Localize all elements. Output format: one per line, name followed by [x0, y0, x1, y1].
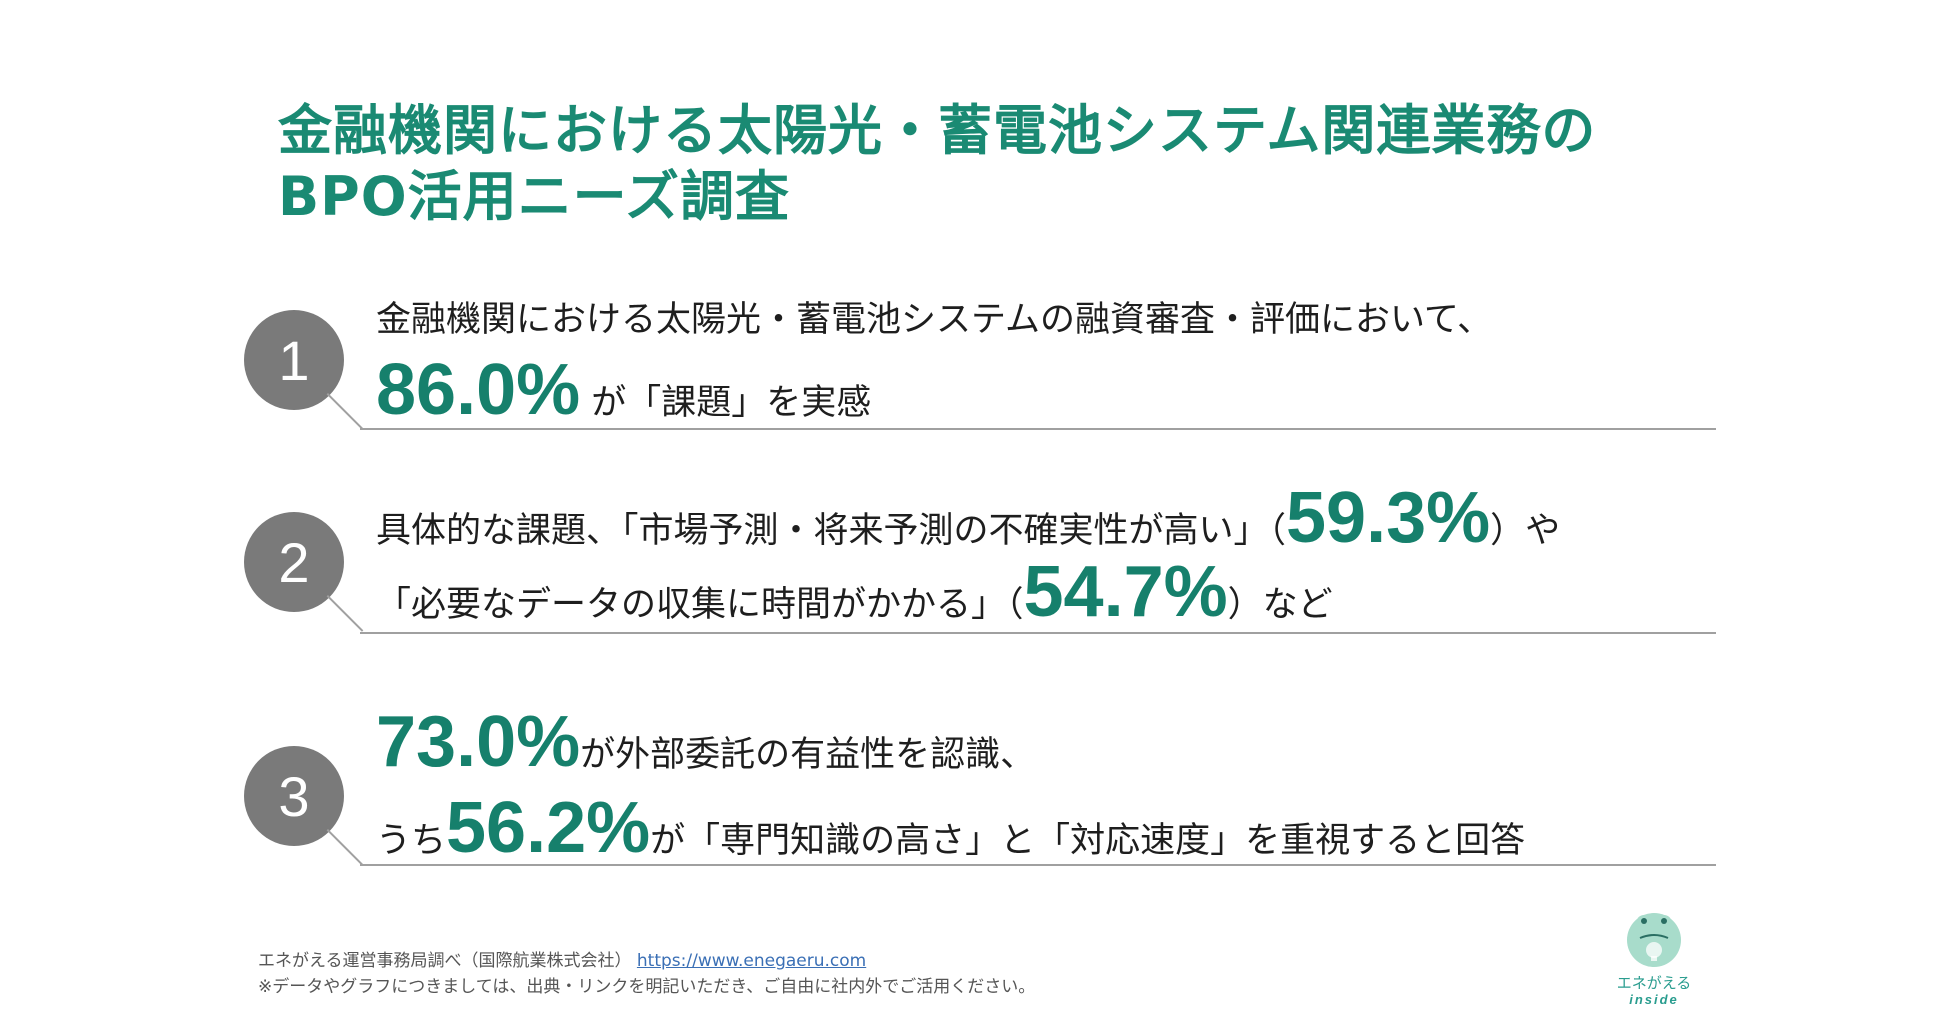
page-title-line-2: BPO活用ニーズ調査 [278, 165, 790, 228]
number-badge-3: 3 [244, 746, 344, 846]
stat-54-7: 54.7% [1023, 552, 1228, 632]
connector-line-2 [326, 595, 364, 632]
logo-label: エネがえる [1616, 974, 1692, 992]
footer: エネがえる運営事務局調べ（国際航業株式会社） https://www.enega… [258, 948, 1035, 1000]
finding-3-prefix: うち [376, 821, 447, 861]
finding-3-line-1: 73.0%が外部委託の有益性を認識、 [376, 706, 1035, 791]
finding-2-tail-1: ）や [1490, 511, 1561, 551]
underline-3 [360, 864, 1716, 866]
frog-mascot-icon [1627, 913, 1681, 967]
footer-link[interactable]: https://www.enegaeru.com [636, 951, 867, 971]
page-title: 金融機関における太陽光・蓄電池システム関連業務の BPO活用ニーズ調査 [278, 98, 1596, 230]
finding-1-text: が「課題」を実感 [580, 383, 872, 423]
finding-3-text-1: が外部委託の有益性を認識、 [580, 735, 1036, 775]
number-badge-1: 1 [244, 310, 344, 410]
footer-source: エネがえる運営事務局調べ（国際航業株式会社） [258, 951, 632, 971]
enegaeru-logo: エネがえる inside [1614, 906, 1694, 1008]
finding-2-tail-2: ）など [1227, 585, 1333, 625]
connector-line-3 [326, 829, 364, 866]
finding-2-line-2: 「必要なデータの収集に時間がかかる」（54.7%）など [376, 556, 1333, 641]
finding-1-line-2: 86.0% が「課題」を実感 [376, 354, 871, 439]
logo-sub: inside [1629, 992, 1679, 1007]
stat-73-0: 73.0% [376, 702, 581, 782]
underline-2 [360, 632, 1716, 634]
stat-86-0: 86.0% [376, 350, 581, 430]
footer-note: ※データやグラフにつきましては、出典・リンクを明記いただき、ご自由に社内外でご活… [258, 977, 1036, 997]
page-title-line-1: 金融機関における太陽光・蓄電池システム関連業務の [278, 99, 1597, 162]
stat-56-2: 56.2% [446, 788, 651, 868]
footer-source-line: エネがえる運営事務局調べ（国際航業株式会社） https://www.enega… [258, 948, 1035, 974]
finding-2-text-2: 「必要なデータの収集に時間がかかる」（ [376, 585, 1024, 625]
finding-2-text-1: 具体的な課題、「市場予測・将来予測の不確実性が高い」（ [376, 511, 1287, 551]
finding-3-line-2: うち56.2%が「専門知識の高さ」と「対応速度」を重視すると回答 [376, 792, 1525, 877]
stat-59-3: 59.3% [1286, 478, 1491, 558]
connector-line-1 [326, 393, 364, 430]
finding-1-line-1: 金融機関における太陽光・蓄電池システムの融資審査・評価において、 [376, 300, 1493, 340]
underline-1 [360, 428, 1716, 430]
finding-3-text-2: が「専門知識の高さ」と「対応速度」を重視すると回答 [650, 821, 1526, 861]
finding-2-line-1: 具体的な課題、「市場予測・将来予測の不確実性が高い」（59.3%）や [376, 482, 1560, 567]
